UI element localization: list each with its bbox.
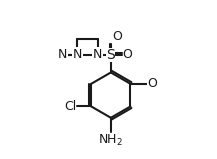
Text: N: N xyxy=(72,48,82,61)
Text: S: S xyxy=(107,48,115,62)
Text: N: N xyxy=(56,48,66,61)
Text: NH$_2$: NH$_2$ xyxy=(98,133,123,148)
Text: Cl: Cl xyxy=(64,100,76,113)
Text: N: N xyxy=(93,48,102,61)
Text: O: O xyxy=(112,30,122,43)
Text: O: O xyxy=(147,77,157,90)
Text: N: N xyxy=(58,48,67,61)
Text: O: O xyxy=(123,48,132,61)
